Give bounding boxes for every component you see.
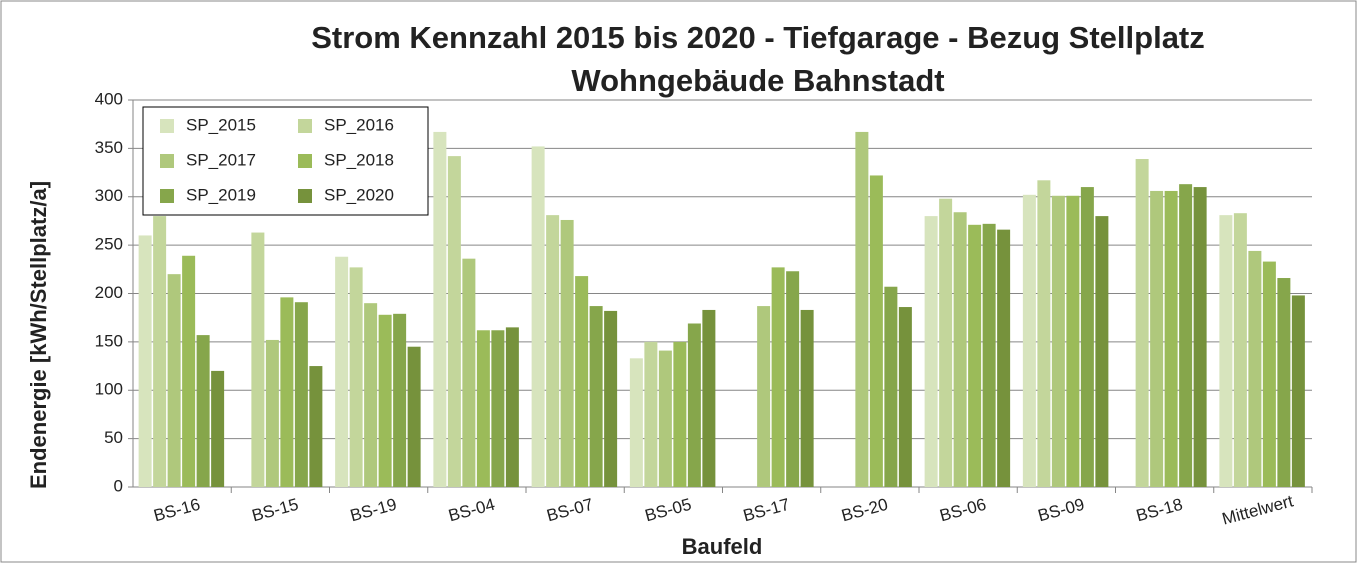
- legend-swatch: [298, 189, 312, 203]
- bar: [196, 335, 210, 487]
- x-axis-title: Baufeld: [682, 534, 763, 559]
- y-tick-label: 50: [104, 428, 123, 447]
- bar: [771, 267, 785, 487]
- bar: [644, 341, 658, 487]
- bar: [1164, 190, 1178, 487]
- bar: [1037, 180, 1051, 488]
- bar: [546, 215, 560, 487]
- y-tick-label: 250: [95, 235, 123, 254]
- bar: [629, 358, 643, 487]
- y-tick-label: 0: [114, 476, 123, 495]
- bar: [251, 232, 265, 487]
- legend-swatch: [298, 119, 312, 133]
- bar: [1095, 216, 1109, 487]
- bar: [658, 350, 672, 487]
- legend-label: SP_2015: [186, 115, 256, 134]
- chart-subtitle: Wohngebäude Bahnstadt: [571, 63, 944, 98]
- bar: [1066, 195, 1080, 487]
- bar: [1080, 187, 1094, 487]
- bar: [1219, 215, 1233, 487]
- bar: [265, 339, 279, 487]
- bar: [924, 216, 938, 487]
- bar: [462, 258, 476, 487]
- bar: [1051, 195, 1065, 487]
- bar: [1277, 278, 1291, 487]
- legend-swatch: [160, 189, 174, 203]
- bar: [505, 327, 519, 487]
- y-tick-label: 300: [95, 186, 123, 205]
- legend-swatch: [160, 119, 174, 133]
- bar: [1262, 261, 1276, 487]
- y-tick-label: 350: [95, 138, 123, 157]
- bar: [939, 198, 953, 487]
- legend-box: [142, 106, 429, 216]
- bar: [589, 306, 603, 487]
- bar: [884, 286, 898, 487]
- bar: [153, 216, 167, 487]
- bar: [702, 309, 716, 487]
- bar: [447, 156, 461, 488]
- bar: [309, 366, 323, 487]
- bar: [1179, 184, 1193, 488]
- bar: [335, 256, 349, 487]
- legend-label: SP_2018: [324, 150, 394, 169]
- bar: [575, 276, 589, 487]
- bar: [476, 330, 490, 487]
- bar: [491, 330, 505, 487]
- y-axis-title: Endenergie [kWh/Stellplatz/a]: [26, 181, 51, 489]
- bar: [982, 223, 996, 487]
- bar: [1248, 250, 1262, 487]
- bar: [757, 306, 771, 487]
- bar: [182, 255, 196, 487]
- bar: [898, 307, 912, 487]
- y-tick-label: 100: [95, 380, 123, 399]
- legend-label: SP_2016: [324, 115, 394, 134]
- bar: [1291, 295, 1305, 487]
- chart-title: Strom Kennzahl 2015 bis 2020 - Tiefgarag…: [311, 20, 1205, 55]
- bar: [531, 146, 545, 487]
- bar: [1233, 213, 1247, 487]
- bar: [968, 224, 982, 487]
- bar: [167, 274, 181, 487]
- y-tick-label: 200: [95, 283, 123, 302]
- bar: [855, 131, 869, 488]
- bar: [407, 346, 421, 487]
- legend-label: SP_2019: [186, 185, 256, 204]
- legend-label: SP_2020: [324, 185, 394, 204]
- bar: [1135, 159, 1149, 487]
- bar: [953, 212, 967, 488]
- bar: [433, 131, 447, 488]
- bar: [1193, 187, 1207, 487]
- legend-swatch: [298, 154, 312, 168]
- legend-swatch: [160, 154, 174, 168]
- bar: [604, 310, 618, 487]
- y-tick-label: 400: [95, 89, 123, 108]
- bar: [800, 309, 814, 487]
- bar: [393, 313, 407, 487]
- bar: [869, 175, 883, 487]
- legend-label: SP_2017: [186, 150, 256, 169]
- bar: [378, 314, 392, 487]
- bar: [673, 341, 687, 487]
- bar: [211, 370, 225, 487]
- bar: [138, 235, 152, 487]
- bar: [349, 267, 363, 487]
- bar: [364, 303, 378, 487]
- bar: [1022, 194, 1036, 487]
- y-tick-label: 150: [95, 331, 123, 350]
- bar: [786, 271, 800, 487]
- bar: [294, 302, 308, 487]
- bar: [997, 229, 1011, 487]
- bar: [1150, 190, 1164, 487]
- bar: [280, 297, 294, 487]
- bar: [687, 323, 701, 487]
- bar: [560, 219, 574, 487]
